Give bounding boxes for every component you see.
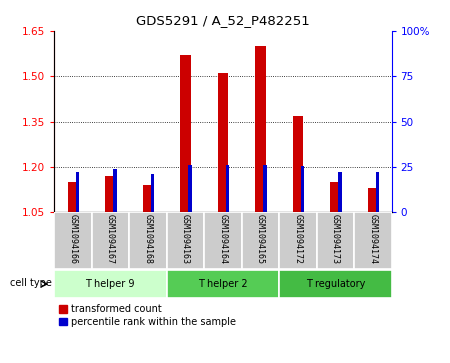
Text: GSM1094172: GSM1094172: [293, 215, 302, 264]
Bar: [354, 212, 392, 269]
Bar: [279, 212, 316, 269]
Bar: [68, 182, 78, 212]
Bar: [180, 55, 190, 212]
Bar: [225, 166, 230, 212]
Bar: [255, 46, 266, 212]
Bar: [129, 212, 166, 269]
Bar: [376, 172, 379, 212]
Bar: [263, 164, 267, 212]
Text: T helper 9: T helper 9: [86, 279, 135, 289]
Text: cell type: cell type: [10, 277, 52, 287]
Text: GSM1094168: GSM1094168: [143, 215, 152, 264]
Legend: transformed count, percentile rank within the sample: transformed count, percentile rank withi…: [59, 304, 235, 327]
Text: GSM1094163: GSM1094163: [181, 215, 190, 264]
Bar: [166, 270, 279, 298]
Bar: [316, 212, 354, 269]
Bar: [54, 270, 166, 298]
Text: GSM1094167: GSM1094167: [106, 215, 115, 264]
Bar: [368, 188, 378, 212]
Bar: [279, 270, 392, 298]
Bar: [330, 182, 341, 212]
Bar: [204, 212, 242, 269]
Text: GSM1094165: GSM1094165: [256, 215, 265, 264]
Bar: [76, 172, 79, 212]
Bar: [217, 73, 228, 212]
Text: GSM1094164: GSM1094164: [218, 215, 227, 264]
Bar: [105, 176, 116, 212]
Text: T regulatory: T regulatory: [306, 279, 365, 289]
Bar: [143, 185, 153, 212]
Text: GSM1094166: GSM1094166: [68, 215, 77, 264]
Bar: [166, 212, 204, 269]
Text: GSM1094173: GSM1094173: [331, 215, 340, 264]
Text: GSM1094174: GSM1094174: [368, 215, 377, 264]
Title: GDS5291 / A_52_P482251: GDS5291 / A_52_P482251: [136, 14, 310, 27]
Bar: [113, 170, 117, 212]
Bar: [338, 172, 342, 212]
Bar: [292, 115, 303, 212]
Bar: [242, 212, 279, 269]
Bar: [91, 212, 129, 269]
Bar: [54, 212, 91, 269]
Bar: [301, 166, 304, 212]
Bar: [151, 174, 154, 212]
Text: T helper 2: T helper 2: [198, 279, 248, 289]
Bar: [188, 166, 192, 212]
